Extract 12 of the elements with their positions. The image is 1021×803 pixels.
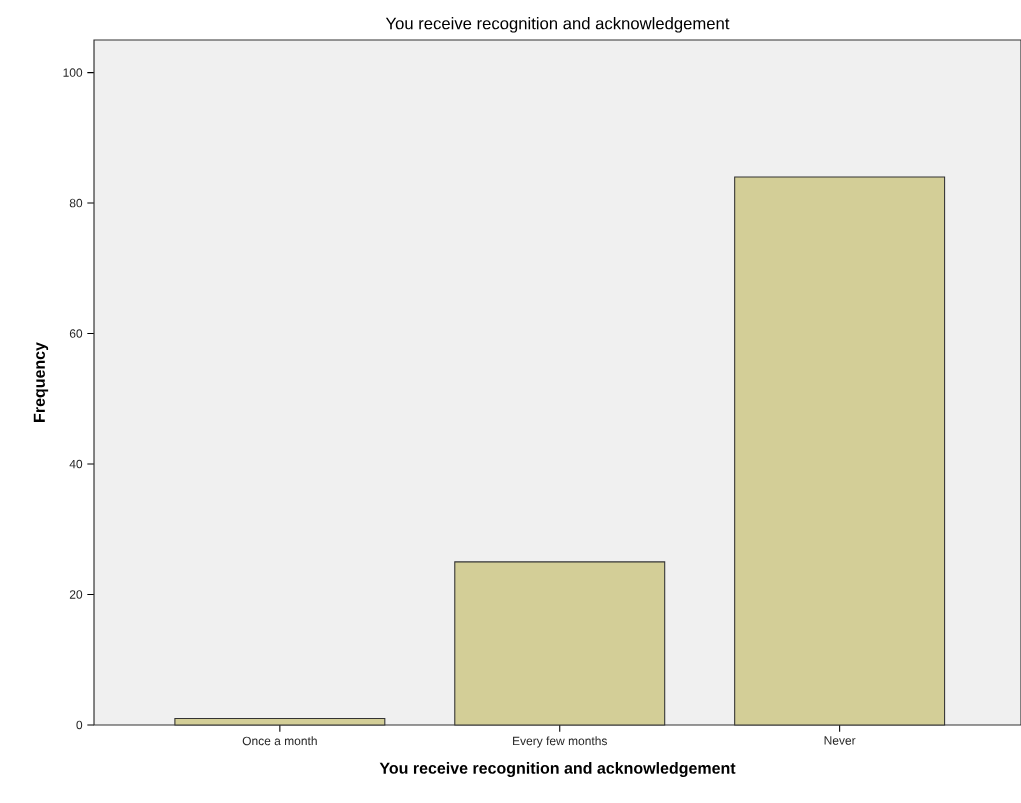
x-tick-label: Every few months [513,736,607,748]
y-tick-label: 60 [69,329,83,338]
y-tick-label: 0 [76,720,83,730]
y-tick-label: 100 [63,68,83,77]
x-axis-title: You receive recognition and acknowledgement [379,762,736,778]
y-tick-label: 40 [69,459,83,469]
y-axis-title: Frequency [33,342,49,422]
x-tick-label: Once a month [242,736,317,746]
x-tick-label: Never [824,736,856,745]
y-tick-label: 80 [69,198,83,208]
y-tick-label: 20 [69,590,83,599]
chart-title: You receive recognition and acknowledgement [385,17,730,33]
